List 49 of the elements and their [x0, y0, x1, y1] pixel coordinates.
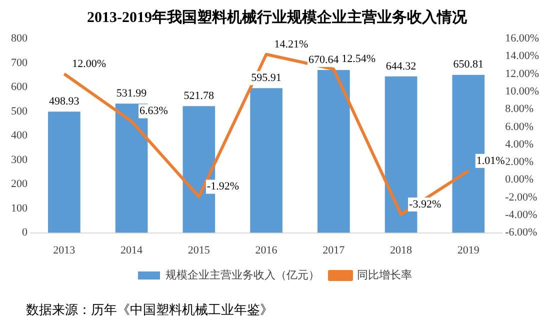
chart-title: 2013-2019年我国塑料机械行业规模企业主营业务收入情况 — [86, 8, 468, 27]
x-tick-label: 2015 — [188, 244, 210, 256]
data-label: -1.92% — [206, 180, 239, 193]
data-label: 1.01% — [476, 154, 505, 167]
bar — [250, 88, 282, 233]
y2-tick-label: 12.00% — [505, 68, 540, 80]
data-label: 531.99 — [116, 88, 148, 100]
y2-tick-label: 16.00% — [505, 32, 540, 44]
bar — [48, 112, 80, 233]
data-label: 14.21% — [274, 38, 308, 50]
y2-tick-label: 8.00% — [505, 103, 534, 116]
y2-tick-label: -6.00% — [505, 226, 538, 239]
y-tick-label: 100 — [11, 202, 28, 214]
data-label: 12.54% — [342, 53, 376, 66]
y2-tick-label: -4.00% — [505, 209, 538, 222]
y2-tick-label: 0.00% — [505, 174, 534, 186]
legend-label: 同比增长率 — [357, 268, 412, 282]
y-tick-label: 0 — [22, 226, 28, 239]
y-tick-label: 600 — [11, 81, 28, 94]
y-tick-label: 300 — [11, 154, 28, 166]
x-tick-label: 2013 — [53, 244, 76, 256]
y-tick-label: 800 — [11, 32, 28, 44]
x-tick-label: 2017 — [322, 244, 346, 256]
y2-tick-label: 4.00% — [505, 138, 534, 150]
x-tick-label: 2019 — [457, 244, 480, 256]
y2-tick-label: 6.00% — [505, 120, 534, 133]
source-note: 数据来源：历年《中国塑料机械工业年鉴》 — [26, 301, 274, 319]
data-label: 498.93 — [49, 96, 80, 108]
y-tick-label: 200 — [11, 178, 28, 190]
data-label: 595.91 — [251, 72, 282, 84]
data-label: 644.32 — [386, 60, 416, 72]
data-label: -3.92% — [409, 198, 442, 210]
y-tick-label: 500 — [11, 105, 28, 118]
y-tick-label: 400 — [11, 130, 28, 142]
data-label: 650.81 — [453, 58, 484, 71]
data-label: 670.64 — [308, 54, 340, 66]
y-tick-label: 700 — [11, 56, 28, 69]
y2-tick-label: -2.00% — [505, 191, 538, 204]
bar — [317, 70, 350, 233]
legend-label: 规模企业主营业务收入（亿元） — [166, 268, 320, 282]
x-tick-label: 2014 — [120, 244, 144, 256]
y2-tick-label: 14.00% — [505, 50, 540, 62]
data-label: 6.63% — [140, 105, 168, 118]
data-label: 12.00% — [72, 58, 106, 70]
data-label: 521.78 — [184, 90, 215, 102]
x-tick-label: 2018 — [390, 244, 413, 256]
y2-tick-label: 2.00% — [505, 156, 534, 168]
x-tick-label: 2016 — [255, 244, 278, 256]
y2-tick-label: 10.00% — [505, 85, 540, 98]
